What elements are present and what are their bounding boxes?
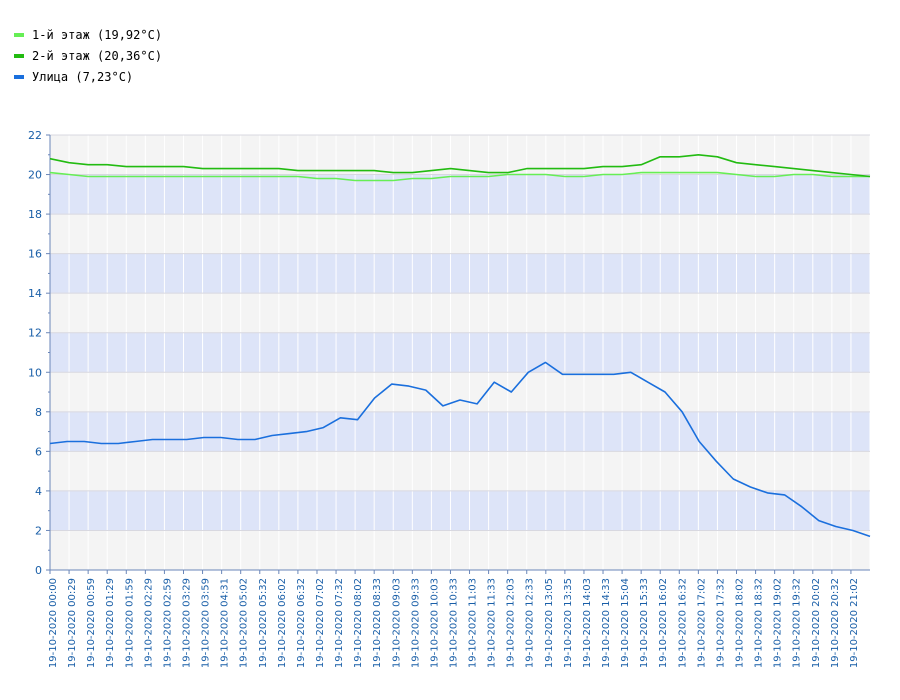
x-tick-label: 19-10-2020 05:02 xyxy=(239,578,250,668)
y-tick-label: 16 xyxy=(28,248,42,261)
x-tick-label: 19-10-2020 09:03 xyxy=(391,578,402,668)
plot-band xyxy=(50,490,870,531)
plot-band xyxy=(50,411,870,452)
y-tick-label: 22 xyxy=(28,129,42,142)
x-tick-label: 19-10-2020 02:59 xyxy=(162,578,173,668)
x-tick-label: 19-10-2020 12:03 xyxy=(506,578,517,668)
y-tick-label: 0 xyxy=(35,564,42,577)
x-tick-label: 19-10-2020 10:33 xyxy=(448,578,459,668)
x-tick-label: 19-10-2020 19:32 xyxy=(792,578,803,668)
y-tick-label: 18 xyxy=(28,208,42,221)
plot-band xyxy=(50,174,870,215)
x-tick-label: 19-10-2020 09:33 xyxy=(410,578,421,668)
x-tick-label: 19-10-2020 00:59 xyxy=(86,578,97,668)
plot-band xyxy=(50,332,870,373)
x-tick-label: 19-10-2020 06:02 xyxy=(277,578,288,668)
x-tick-label: 19-10-2020 13:05 xyxy=(544,578,555,668)
x-tick-label: 19-10-2020 07:32 xyxy=(334,578,345,668)
x-tick-label: 19-10-2020 06:32 xyxy=(296,578,307,668)
legend-item-floor2: 2-й этаж (20,36°C) xyxy=(14,45,162,66)
x-tick-label: 19-10-2020 20:32 xyxy=(830,578,841,668)
legend-label-floor1: 1-й этаж (19,92°C) xyxy=(32,27,163,42)
x-tick-label: 19-10-2020 20:02 xyxy=(811,578,822,668)
x-tick-label: 19-10-2020 14:03 xyxy=(582,578,593,668)
y-tick-label: 10 xyxy=(28,366,42,379)
y-tick-label: 14 xyxy=(28,287,42,300)
plot-band xyxy=(50,451,870,491)
x-tick-label: 19-10-2020 16:02 xyxy=(658,578,669,668)
legend-swatch-floor1 xyxy=(14,32,24,37)
x-tick-label: 19-10-2020 10:03 xyxy=(429,578,440,668)
legend-swatch-floor2 xyxy=(14,53,24,58)
x-tick-label: 19-10-2020 14:33 xyxy=(601,578,612,668)
x-tick-label: 19-10-2020 00:00 xyxy=(48,578,59,668)
legend-label-floor2: 2-й этаж (20,36°C) xyxy=(32,48,163,63)
plot-band xyxy=(50,372,870,412)
x-tick-label: 19-10-2020 15:04 xyxy=(620,578,631,668)
y-tick-label: 6 xyxy=(35,445,42,458)
x-tick-label: 19-10-2020 18:02 xyxy=(735,578,746,668)
x-tick-label: 19-10-2020 08:33 xyxy=(372,578,383,668)
series-line-0 xyxy=(49,171,870,182)
x-tick-label: 19-10-2020 11:03 xyxy=(468,578,479,668)
x-tick-label: 19-10-2020 03:29 xyxy=(181,578,192,668)
legend-item-floor1: 1-й этаж (19,92°C) xyxy=(14,24,162,45)
x-tick-label: 19-10-2020 00:29 xyxy=(67,578,78,668)
x-tick-label: 19-10-2020 21:02 xyxy=(849,578,860,668)
x-tick-label: 19-10-2020 01:29 xyxy=(105,578,116,668)
legend-label-street: Улица (7,23°C) xyxy=(32,69,134,84)
x-tick-label: 19-10-2020 02:29 xyxy=(143,578,154,668)
series-line-1 xyxy=(49,154,871,178)
plot-band xyxy=(50,214,870,254)
chart-legend: 1-й этаж (19,92°C) 2-й этаж (20,36°C) Ул… xyxy=(14,24,162,87)
x-tick-label: 19-10-2020 12:33 xyxy=(525,578,536,668)
legend-item-street: Улица (7,23°C) xyxy=(14,66,162,87)
x-tick-label: 19-10-2020 19:02 xyxy=(773,578,784,668)
x-tick-label: 19-10-2020 15:33 xyxy=(639,578,650,668)
x-tick-label: 19-10-2020 18:32 xyxy=(754,578,765,668)
x-tick-label: 19-10-2020 17:32 xyxy=(715,578,726,668)
plot-band xyxy=(50,135,870,175)
x-tick-label: 19-10-2020 07:02 xyxy=(315,578,326,668)
y-tick-label: 2 xyxy=(35,524,42,537)
x-tick-label: 19-10-2020 04:31 xyxy=(220,578,231,668)
x-tick-label: 19-10-2020 11:33 xyxy=(487,578,498,668)
y-tick-label: 4 xyxy=(35,485,42,498)
x-tick-label: 19-10-2020 05:32 xyxy=(258,578,269,668)
x-tick-label: 19-10-2020 01:59 xyxy=(124,578,135,668)
x-tick-label: 19-10-2020 16:32 xyxy=(677,578,688,668)
plot-band xyxy=(50,293,870,333)
y-tick-label: 20 xyxy=(28,169,42,182)
plot-band xyxy=(50,530,870,570)
x-tick-label: 19-10-2020 03:59 xyxy=(201,578,212,668)
y-tick-label: 8 xyxy=(35,406,42,419)
y-tick-label: 12 xyxy=(28,327,42,340)
series-line-2 xyxy=(49,361,871,538)
legend-swatch-street xyxy=(14,74,24,79)
x-tick-label: 19-10-2020 17:02 xyxy=(696,578,707,668)
plot-band xyxy=(50,253,870,294)
x-tick-label: 19-10-2020 08:02 xyxy=(353,578,364,668)
x-tick-label: 19-10-2020 13:35 xyxy=(563,578,574,668)
